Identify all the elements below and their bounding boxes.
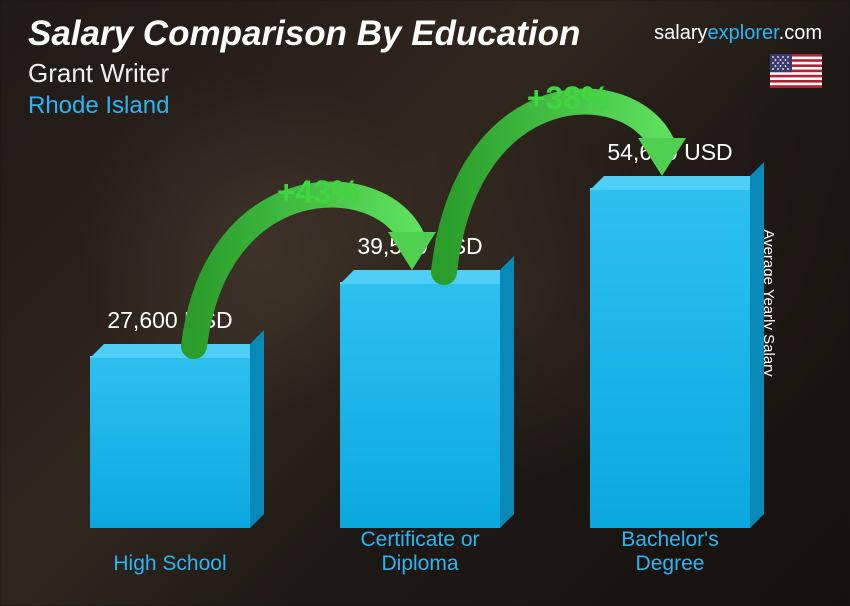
chart-location: Rhode Island	[28, 92, 169, 120]
content: Salary Comparison By Education Grant Wri…	[0, 0, 850, 606]
brand-part-c: .com	[779, 22, 822, 44]
us-flag-icon	[770, 54, 822, 88]
bar-chart: 27,600 USDHigh School39,500 USDCertifica…	[50, 130, 780, 576]
branding-text: salaryexplorer.com	[654, 22, 822, 45]
increase-arrow	[50, 130, 780, 576]
brand-part-a: salary	[654, 22, 707, 44]
chart-subtitle: Grant Writer	[28, 58, 169, 89]
increase-pct: +38%	[527, 80, 610, 117]
chart-title: Salary Comparison By Education	[28, 14, 580, 54]
brand-part-b: explorer	[708, 22, 779, 44]
